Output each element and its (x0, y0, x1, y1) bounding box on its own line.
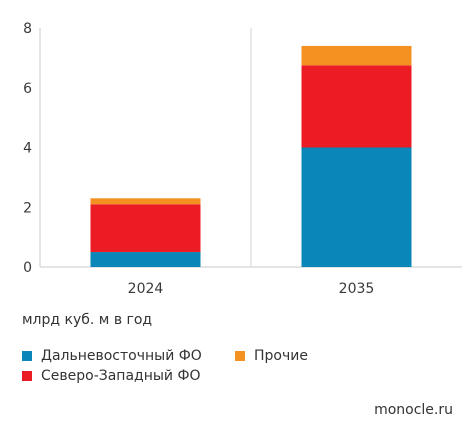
stacked-bar-chart: 0 2 4 6 8 2024 2035 (23, 21, 462, 297)
y-tick-label: 2 (23, 200, 32, 216)
y-axis-ticks: 0 2 4 6 8 (23, 21, 32, 276)
x-tick-label: 2024 (128, 281, 164, 297)
legend-swatch-north-west (22, 371, 32, 381)
legend-label-north-west: Северо-Западный ФО (41, 368, 201, 384)
source-credit: monocle.ru (374, 402, 453, 418)
legend-item-other: Прочие (235, 348, 308, 364)
bar-segment (301, 65, 412, 148)
bar-segment (301, 45, 412, 66)
legend-item-north-west: Северо-Западный ФО (22, 368, 201, 384)
legend-label-other: Прочие (254, 348, 308, 364)
legend-swatch-other (235, 351, 245, 361)
bar-segment (90, 252, 201, 267)
y-tick-label: 4 (23, 141, 32, 157)
bar-segment (90, 198, 201, 205)
bar-segment (90, 204, 201, 253)
legend-label-far-east: Дальневосточный ФО (41, 348, 202, 364)
y-axis-unit-label: млрд куб. м в год (22, 312, 153, 328)
y-tick-label: 0 (23, 260, 32, 276)
legend-item-far-east: Дальневосточный ФО (22, 348, 202, 364)
y-tick-label: 8 (23, 21, 32, 37)
x-axis-ticks: 2024 2035 (128, 281, 375, 297)
y-tick-label: 6 (23, 81, 32, 97)
legend-swatch-far-east (22, 351, 32, 361)
bar-segment (301, 147, 412, 267)
chart-bars (90, 45, 412, 267)
x-tick-label: 2035 (339, 281, 375, 297)
